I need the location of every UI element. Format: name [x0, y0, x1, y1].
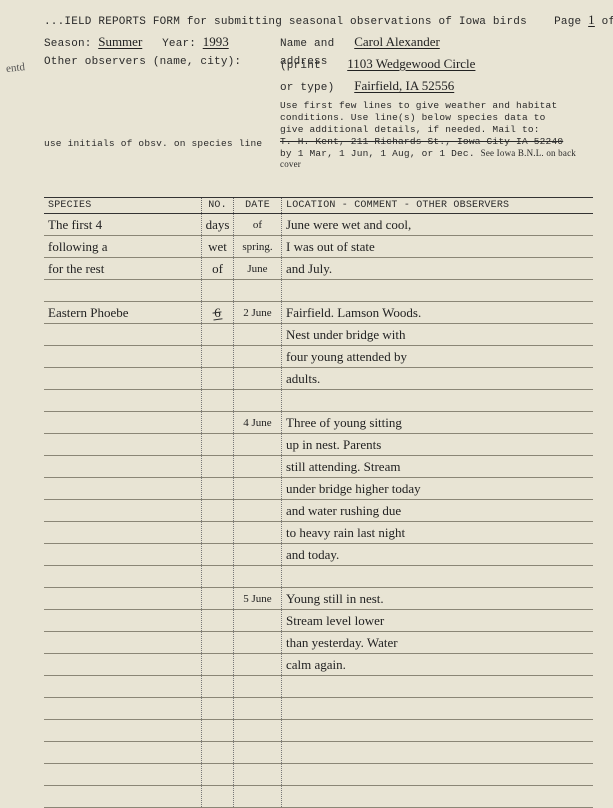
cell-text: and July. [286, 261, 332, 277]
table-row: than yesterday. Water [44, 632, 593, 654]
name-label: Name and [280, 38, 334, 50]
cell-text: adults. [286, 371, 320, 387]
cell-text: days [206, 217, 230, 233]
table-row [44, 786, 593, 808]
instructions-l3: give additional details, if needed. Mail… [280, 124, 593, 136]
table-row: up in nest. Parents [44, 434, 593, 456]
mail-dates: by 1 Mar, 1 Jun, 1 Aug, or 1 Dec. [280, 148, 475, 159]
table-row: following a wet spring. I was out of state [44, 236, 593, 258]
col-location: LOCATION - COMMENT - OTHER OBSERVERS [282, 198, 593, 213]
table-row: The first 4 days of June were wet and cool, [44, 214, 593, 236]
cell-text: still attending. Stream [286, 459, 400, 475]
cell-text: 5 June [243, 593, 271, 605]
cell-text: Nest under bridge with [286, 327, 406, 343]
cell-text: I was out of state [286, 239, 375, 255]
table-row: Stream level lower [44, 610, 593, 632]
instructions-l1: Use first few lines to give weather and … [280, 100, 593, 112]
margin-annotation: entd [5, 61, 25, 75]
meta-row-1: Season: Summer Year: 1993 Other observer… [44, 34, 593, 171]
table-row: Nest under bridge with [44, 324, 593, 346]
table-header: SPECIES NO. DATE LOCATION - COMMENT - OT… [44, 197, 593, 214]
season-label: Season: [44, 38, 92, 50]
other-observers-label: Other observers (name, city): [44, 56, 266, 68]
col-date: DATE [234, 198, 282, 213]
cell-text: Stream level lower [286, 613, 384, 629]
table-row: 5 June Young still in nest. [44, 588, 593, 610]
table-row: and today. [44, 544, 593, 566]
addr-line-1: 1103 Wedgewood Circle [347, 56, 475, 71]
table-row [44, 566, 593, 588]
cell-text: following a [48, 239, 108, 255]
cell-text: spring. [242, 241, 272, 253]
cell-text: 4 June [243, 417, 271, 429]
cell-text: to heavy rain last night [286, 525, 405, 541]
cell-text: and water rushing due [286, 503, 401, 519]
name-value: Carol Alexander [354, 34, 440, 49]
form-title-row: ...IELD REPORTS FORM for submitting seas… [44, 12, 593, 28]
table-row [44, 390, 593, 412]
table-row: and water rushing due [44, 500, 593, 522]
print-label: (print [280, 60, 321, 72]
addr-line-2: Fairfield, IA 52556 [354, 78, 454, 93]
table-row: under bridge higher today [44, 478, 593, 500]
cell-text: June were wet and cool, [286, 217, 411, 233]
year-value: 1993 [203, 34, 229, 49]
table-row [44, 676, 593, 698]
cell-text: of [253, 219, 262, 231]
type-label: or type) [280, 82, 334, 94]
cell-text: The first 4 [48, 217, 102, 233]
table-row [44, 742, 593, 764]
cell-text: up in nest. Parents [286, 437, 381, 453]
table-row: to heavy rain last night [44, 522, 593, 544]
season-value: Summer [98, 34, 142, 49]
cell-text: June [247, 263, 267, 275]
cell-text: 2 June [243, 307, 271, 319]
table-body: The first 4 days of June were wet and cool,… [44, 214, 593, 808]
table-row: still attending. Stream [44, 456, 593, 478]
table-row: for the rest of June and July. [44, 258, 593, 280]
table-row: adults. [44, 368, 593, 390]
table-row [44, 280, 593, 302]
table-row: four young attended by [44, 346, 593, 368]
cell-text: four young attended by [286, 349, 407, 365]
col-species: SPECIES [44, 198, 202, 213]
page-label: Page [554, 16, 581, 28]
cell-text: under bridge higher today [286, 481, 421, 497]
cell-text: Fairfield. Lamson Woods. [286, 305, 421, 321]
cell-text: calm again. [286, 657, 346, 673]
initials-note: use initials of obsv. on species line [44, 138, 262, 149]
instructions-l2: conditions. Use line(s) below species da… [280, 112, 593, 124]
table-row [44, 720, 593, 742]
instructions: Use first few lines to give weather and … [280, 100, 593, 171]
cell-text: Young still in nest. [286, 591, 384, 607]
table-row: calm again. [44, 654, 593, 676]
page-of: of [602, 16, 613, 28]
cell-text: than yesterday. Water [286, 635, 398, 651]
field-report-form: entd ...IELD REPORTS FORM for submitting… [0, 0, 613, 808]
table-row [44, 764, 593, 786]
cell-text: wet [208, 239, 227, 255]
table-row [44, 698, 593, 720]
table-row: 4 June Three of young sitting [44, 412, 593, 434]
cell-text: for the rest [48, 261, 104, 277]
page-current: 1 [588, 12, 595, 27]
table-row: Eastern Phoebe62 JuneFairfield. Lamson W… [44, 302, 593, 324]
form-title: ...IELD REPORTS FORM for submitting seas… [44, 16, 527, 28]
cell-text: Three of young sitting [286, 415, 402, 431]
mail-address-struck: T. H. Kent, 211 Richards St., Iowa City … [280, 136, 563, 147]
cell-text: Eastern Phoebe [48, 305, 129, 321]
year-label: Year: [162, 38, 196, 50]
cell-text: and today. [286, 547, 339, 563]
col-no: NO. [202, 198, 234, 213]
cell-text: of [212, 261, 223, 277]
